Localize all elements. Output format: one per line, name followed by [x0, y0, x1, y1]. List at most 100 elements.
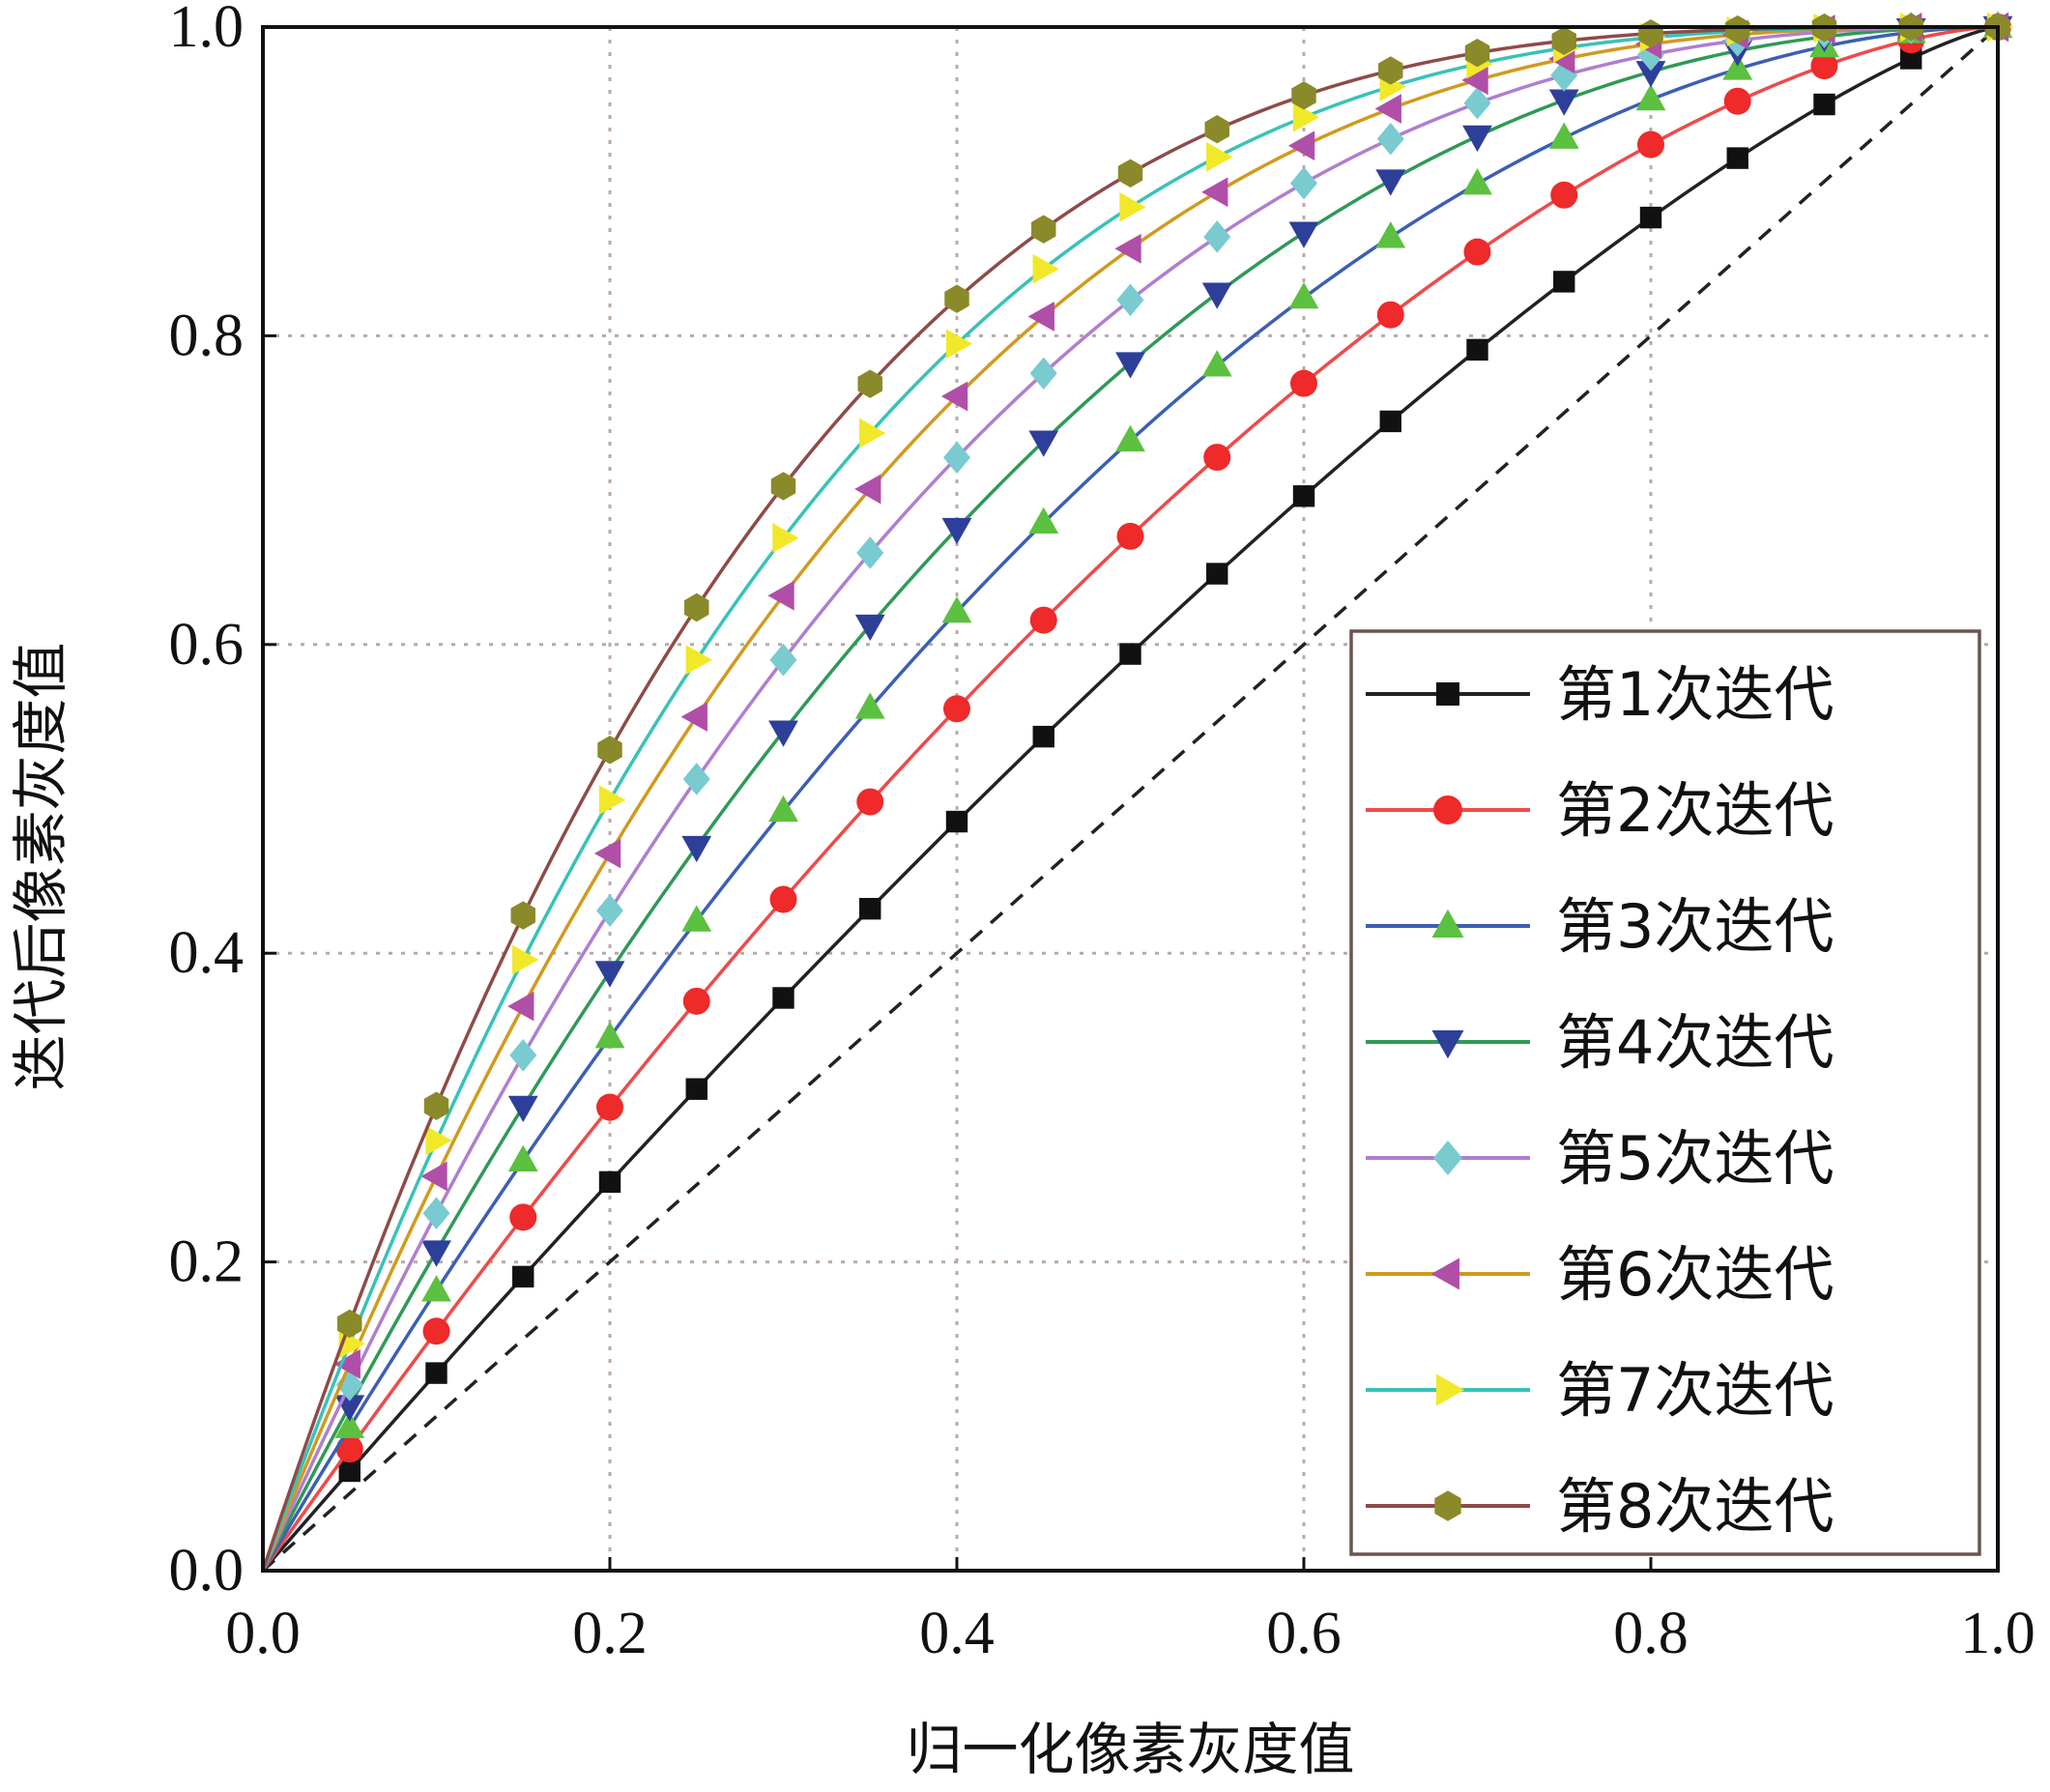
data-point — [423, 1091, 449, 1120]
legend-box — [1349, 629, 1981, 1556]
legend-label: 第1次迭代 — [1556, 659, 1833, 730]
data-point — [1116, 522, 1144, 550]
data-point — [682, 987, 710, 1015]
series-4 — [261, 15, 2013, 1572]
data-point — [1203, 220, 1231, 253]
data-point — [941, 595, 972, 623]
data-point — [598, 1171, 621, 1194]
data-point — [1032, 253, 1059, 284]
data-point — [1119, 643, 1141, 665]
data-point — [1810, 52, 1838, 80]
data-point — [769, 885, 797, 913]
legend-marker — [1431, 909, 1464, 938]
data-point — [507, 991, 534, 1022]
data-point — [594, 961, 625, 988]
data-point — [859, 898, 881, 920]
data-point — [594, 1022, 625, 1049]
data-point — [1292, 101, 1320, 132]
data-point — [1462, 125, 1492, 153]
legend-marker — [1431, 1030, 1464, 1059]
data-point — [593, 838, 621, 869]
x-tick-label: 1.0 — [1960, 1601, 2036, 1666]
data-point — [1550, 181, 1578, 209]
data-point — [857, 369, 882, 398]
x-tick-label: 0.0 — [225, 1601, 301, 1666]
y-tick-label: 0.4 — [169, 920, 245, 986]
data-point — [943, 695, 970, 723]
data-point — [512, 1265, 534, 1288]
data-point — [1115, 424, 1145, 452]
data-point — [422, 1197, 450, 1229]
data-point — [1639, 206, 1662, 229]
data-point — [1813, 93, 1835, 116]
data-point — [420, 1161, 448, 1192]
data-point — [685, 645, 712, 676]
data-point — [854, 614, 885, 642]
data-point — [1288, 281, 1319, 309]
data-point — [768, 720, 798, 747]
data-point — [1461, 65, 1488, 96]
data-point — [1726, 147, 1748, 169]
y-axis-label: 迭代后像素灰度值 — [8, 642, 73, 1090]
y-tick-label: 0.0 — [169, 1538, 245, 1604]
x-tick-label: 0.8 — [1613, 1601, 1689, 1666]
data-point — [856, 788, 884, 816]
data-point — [680, 702, 707, 733]
data-point — [767, 580, 794, 611]
data-point — [1466, 338, 1488, 361]
y-tick-label: 1.0 — [169, 0, 245, 60]
data-point — [1032, 725, 1054, 748]
data-point — [425, 1125, 452, 1156]
data-point — [1290, 369, 1317, 397]
data-point — [768, 795, 798, 823]
data-point — [1379, 410, 1401, 433]
data-point — [1548, 89, 1579, 116]
data-point — [1375, 169, 1406, 196]
data-point — [1548, 122, 1579, 149]
data-point — [1723, 87, 1751, 115]
data-point — [338, 1460, 361, 1483]
x-axis-label: 归一化像素灰度值 — [906, 1717, 1354, 1782]
data-point — [1206, 141, 1233, 172]
data-point — [1900, 47, 1922, 70]
data-point — [1463, 86, 1491, 120]
plot-frame — [261, 25, 2000, 1573]
legend-label: 第2次迭代 — [1556, 775, 1833, 846]
data-point — [1725, 14, 1750, 44]
legend-label: 第3次迭代 — [1556, 891, 1833, 962]
data-point — [682, 763, 710, 795]
legend-marker — [1436, 1373, 1465, 1406]
data-point — [1376, 122, 1404, 156]
data-point — [421, 1240, 451, 1267]
data-point — [684, 593, 709, 622]
data-point — [1376, 301, 1404, 329]
axis-ticks: 0.00.0 0.2 0.2 0.4 0.4 0.6 0.6 0.8 0.8 1.0 1.0 — [169, 0, 2036, 1666]
data-point — [945, 810, 968, 833]
data-point — [1029, 606, 1057, 634]
data-point — [1375, 221, 1406, 248]
data-point — [1378, 56, 1403, 85]
data-point — [1117, 159, 1143, 188]
data-point — [1115, 352, 1145, 379]
data-point — [597, 736, 622, 765]
legend-marker — [1430, 1257, 1459, 1290]
data-point — [772, 523, 799, 553]
data-point — [941, 517, 972, 545]
legend-label: 第4次迭代 — [1556, 1007, 1833, 1078]
data-point — [770, 472, 796, 501]
legend-marker — [1433, 1141, 1462, 1175]
data-point — [422, 1317, 450, 1345]
x-tick-label: 0.6 — [1266, 1601, 1342, 1666]
data-point — [769, 643, 797, 677]
data-point — [1201, 350, 1232, 377]
legend-marker — [1436, 682, 1459, 706]
data-point — [1290, 166, 1317, 200]
y-tick-label: 0.6 — [169, 612, 245, 678]
data-point — [1462, 168, 1492, 195]
data-point — [509, 1203, 537, 1231]
data-point — [1027, 302, 1054, 332]
data-point — [859, 418, 886, 448]
data-point — [1119, 191, 1146, 222]
legend-label: 第8次迭代 — [1556, 1471, 1833, 1542]
